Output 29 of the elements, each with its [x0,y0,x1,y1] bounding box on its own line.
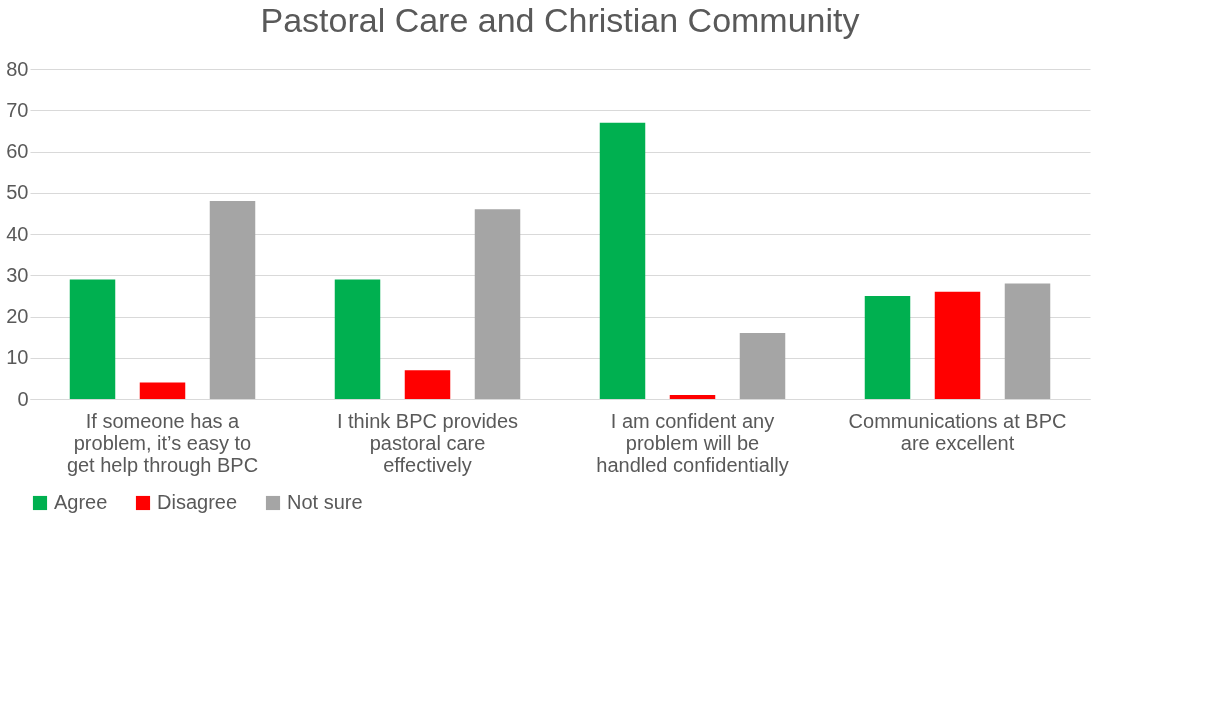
y-tick-label: 10 [6,346,29,369]
bar [599,122,646,399]
bar [934,291,981,399]
legend-label: Not sure [287,491,363,513]
y-tick-label: 80 [6,57,29,80]
x-tick-label: If someone has a problem, it’s easy to get help through BPC [66,409,259,476]
y-tick-label: 50 [6,181,29,204]
x-tick-label: Communications at BPC are excellent [848,409,1067,454]
bar [739,333,786,399]
y-tick-label: 70 [6,98,29,121]
y-tick-label: 40 [6,222,29,245]
x-tick-label: I am confident any problem will be handled confidentially [596,409,789,476]
y-tick-label: 0 [17,387,29,410]
y-tick-label: 60 [6,140,29,162]
bar [864,295,911,399]
x-tick-label: I think BPC provides pastoral care effectively [336,409,519,476]
bar [139,382,186,399]
y-tick-label: 30 [6,263,29,286]
bar [669,394,716,399]
bar [209,201,256,399]
bar [404,370,451,399]
legend-label: Disagree [157,491,238,513]
y-tick-label: 20 [6,305,29,327]
bar [69,279,116,399]
bar [474,209,521,399]
chart-title: Pastoral Care and Christian Community [260,1,860,39]
legend-label: Agree [54,491,108,513]
bar [334,279,381,399]
bar [1004,283,1051,399]
